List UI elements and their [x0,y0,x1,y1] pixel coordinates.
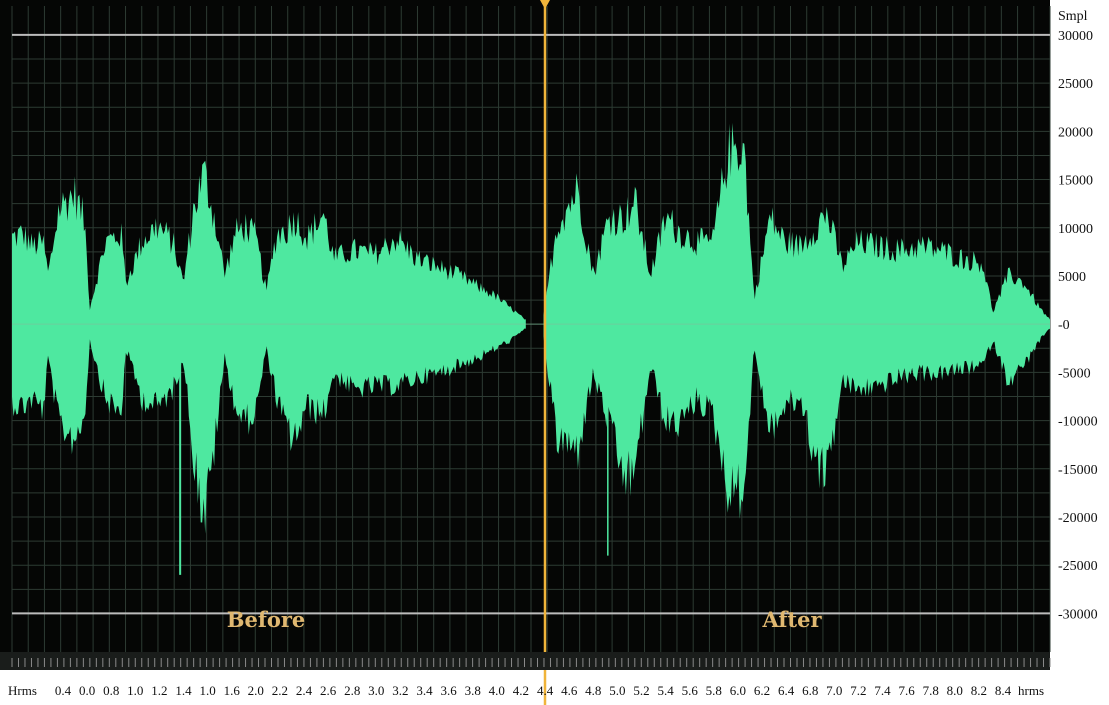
y-axis-unit: Smpl [1058,9,1088,24]
y-tick-label: -15000 [1058,463,1098,478]
waveform-before [12,160,526,534]
x-tick-label: 3.8 [465,683,481,698]
x-tick-label: 6.2 [754,683,770,698]
y-tick-label: -20000 [1058,511,1098,526]
x-tick-label: 6.4 [778,683,795,698]
y-tick-label: -5000 [1058,366,1091,381]
x-tick-label: 3.6 [440,683,457,698]
y-tick-label: 20000 [1058,125,1093,140]
x-tick-label: 4.4 [537,683,554,698]
x-tick-label: 3.2 [392,683,408,698]
x-tick-label: 2.6 [320,683,337,698]
x-tick-label: 2.8 [344,683,360,698]
x-tick-label: 5.2 [633,683,649,698]
x-tick-label: 7.6 [898,683,915,698]
x-tick-label: 1.0 [127,683,143,698]
y-tick-label: -10000 [1058,415,1098,430]
x-tick-label: 3.4 [416,683,433,698]
x-tick-label: 8.2 [971,683,987,698]
x-tick-label: 0.8 [103,683,119,698]
x-tick-label: 7.2 [850,683,866,698]
x-tick-label: 1.4 [175,683,192,698]
x-tick-label: 2.2 [272,683,288,698]
x-tick-label: 8.4 [995,683,1012,698]
clip-level-lines [12,33,1050,615]
waveform-after [543,122,1050,520]
playhead-marker-icon[interactable] [540,0,550,9]
x-tick-label: 6.8 [802,683,818,698]
x-axis-ticks: Hrms 0.4 0.0 0.8 1.0 1.2 1.4 1.0 1.6 2.0 2.2 2.4 2.6… [8,683,1044,698]
y-tick-label: 5000 [1058,270,1086,285]
x-tick-label: 6.0 [730,683,746,698]
x-tick-label: 1.6 [224,683,241,698]
x-axis-end-label: hrms [1018,683,1044,698]
x-tick-label: 5.0 [609,683,625,698]
before-label: Before [227,607,306,632]
x-tick-label: 4.8 [585,683,601,698]
y-tick-label: 25000 [1058,77,1093,92]
x-tick-label: 0.4 [55,683,72,698]
x-tick-label: 2.0 [248,683,264,698]
x-tick-label: 3.0 [368,683,384,698]
y-tick-label: 30000 [1058,29,1093,44]
x-tick-label: 8.0 [947,683,963,698]
y-tick-label: 15000 [1058,174,1093,189]
time-ruler[interactable] [0,652,1051,670]
x-tick-label: 4.6 [561,683,578,698]
x-tick-label: 1.0 [199,683,215,698]
x-tick-label: 1.2 [151,683,167,698]
after-label: After [761,607,822,632]
x-tick-label: 7.0 [826,683,842,698]
x-tick-label: 4.2 [513,683,529,698]
x-tick-label: 4.0 [489,683,505,698]
x-tick-label: 5.4 [657,683,674,698]
playhead-cursor[interactable] [540,0,550,705]
x-tick-label: 5.8 [706,683,722,698]
y-axis-ticks: Smpl 30000 25000 20000 15000 10000 5000 -0 -5000… [1058,9,1098,622]
x-tick-label: 2.4 [296,683,313,698]
y-tick-label: -25000 [1058,559,1098,574]
y-tick-label: -30000 [1058,607,1098,622]
x-tick-label: 5.6 [682,683,699,698]
waveform-channel [12,122,1050,575]
x-axis-start-label: Hrms [8,683,37,698]
x-tick-label: 0.0 [79,683,95,698]
y-tick-label: 10000 [1058,222,1093,237]
x-tick-label: 7.4 [874,683,891,698]
x-tick-label: 7.8 [923,683,939,698]
y-tick-label: -0 [1058,318,1070,333]
